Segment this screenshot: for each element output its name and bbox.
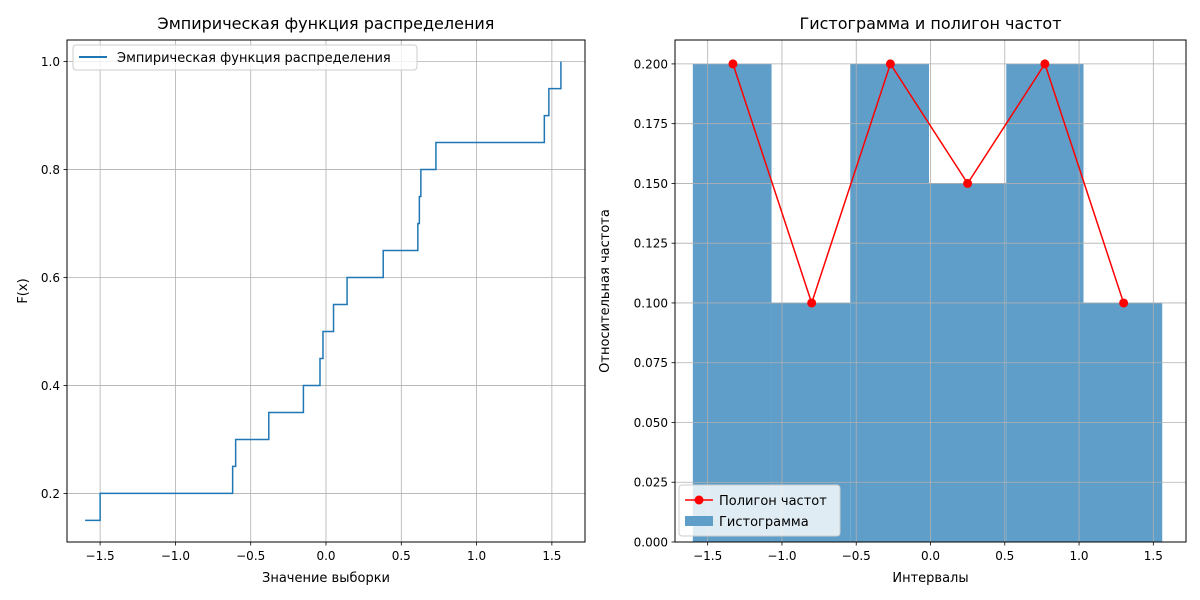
ecdf-legend-box <box>72 44 418 71</box>
histogram-title: Гистограмма и полигон частот <box>799 14 1061 33</box>
ecdf-legend: Эмпирическая функция распределения <box>72 44 418 71</box>
polygon-marks <box>728 59 1129 308</box>
histogram-y-label: Относительная частота <box>598 209 613 373</box>
ecdf-y-label: F(x) <box>16 278 31 303</box>
histogram-y-tick-label: 0.025 <box>634 476 668 490</box>
ecdf-y-tick-label: 0.8 <box>41 163 60 177</box>
ecdf-x-tick-label: 0.0 <box>316 549 335 563</box>
histogram-legend-label: Гистограмма <box>719 515 809 530</box>
histogram-y-tick-label: 0.100 <box>634 296 668 310</box>
polygon-point <box>807 298 817 308</box>
histogram-y-tick-label: 0.200 <box>634 57 668 71</box>
histogram-y-tick-label: 0.175 <box>634 117 668 131</box>
polygon-point <box>885 59 895 69</box>
ecdf-step-line <box>85 61 562 522</box>
histogram-x-tick-label: 0.5 <box>995 549 1014 563</box>
polygon-point <box>1119 298 1129 308</box>
histogram-x-tick-label: 1.5 <box>1144 549 1163 563</box>
histogram-y-tick-label: 0.050 <box>634 416 668 430</box>
polygon-line <box>732 62 1125 306</box>
histogram-axes: −1.5 −1.0 −0.5 0.0 0.5 1.0 1.5 0.000 0.025 0.050… <box>598 14 1187 586</box>
histogram-y-tick-label: 0.000 <box>634 536 668 550</box>
ecdf-x-tick-label: −1.0 <box>161 549 190 563</box>
histogram-x-ticks: −1.5 −1.0 −0.5 0.0 0.5 1.0 1.5 <box>693 542 1163 563</box>
ecdf-y-tick-label: 0.2 <box>41 487 60 501</box>
ecdf-y-tick-label: 0.4 <box>41 379 60 393</box>
histogram-x-tick-label: 1.0 <box>1069 549 1088 563</box>
histogram-legend-swatch <box>685 516 713 526</box>
ecdf-x-tick-label: −1.5 <box>86 549 115 563</box>
histogram-y-tick-label: 0.125 <box>634 237 668 251</box>
ecdf-x-tick-label: 1.0 <box>467 549 486 563</box>
ecdf-x-ticks: −1.5 −1.0 −0.5 0.0 0.5 1.0 1.5 <box>86 542 561 563</box>
histogram-y-ticks: 0.000 0.025 0.050 0.075 0.100 0.125 0.150 0.175… <box>634 57 675 550</box>
polygon-point <box>1040 59 1050 69</box>
histogram-grid <box>675 40 1186 543</box>
histogram-legend-box <box>678 484 841 537</box>
histogram-y-tick-label: 0.075 <box>634 356 668 370</box>
ecdf-axes: −1.5 −1.0 −0.5 0.0 0.5 1.0 1.5 0.2 0.4 0.6 0.8 1.0… <box>16 14 586 586</box>
polygon-legend-swatch-marker <box>694 495 704 505</box>
histogram-x-tick-label: 0.0 <box>921 549 940 563</box>
histogram-x-tick-label: −1.5 <box>693 549 722 563</box>
ecdf-legend-label: Эмпирическая функция распределения <box>117 51 391 66</box>
ecdf-x-label: Значение выборки <box>262 571 390 586</box>
histogram-x-tick-label: −1.0 <box>767 549 796 563</box>
ecdf-x-tick-label: 1.5 <box>542 549 561 563</box>
ecdf-y-tick-label: 1.0 <box>41 55 60 69</box>
histogram-y-tick-label: 0.150 <box>634 177 668 191</box>
ecdf-y-ticks: 0.2 0.4 0.6 0.8 1.0 <box>41 55 67 501</box>
ecdf-x-tick-label: −0.5 <box>236 549 265 563</box>
polygon-legend-label: Полигон частот <box>719 494 827 509</box>
polygon-point <box>963 178 973 188</box>
ecdf-title: Эмпирическая функция распределения <box>158 14 495 33</box>
polygon-point <box>728 59 738 69</box>
ecdf-x-tick-label: 0.5 <box>392 549 411 563</box>
histogram-x-tick-label: −0.5 <box>842 549 871 563</box>
ecdf-marks <box>85 61 562 522</box>
ecdf-y-tick-label: 0.6 <box>41 271 60 285</box>
histogram-x-label: Интервалы <box>892 571 968 586</box>
histogram-legend: Полигон частот Гистограмма <box>678 484 841 537</box>
